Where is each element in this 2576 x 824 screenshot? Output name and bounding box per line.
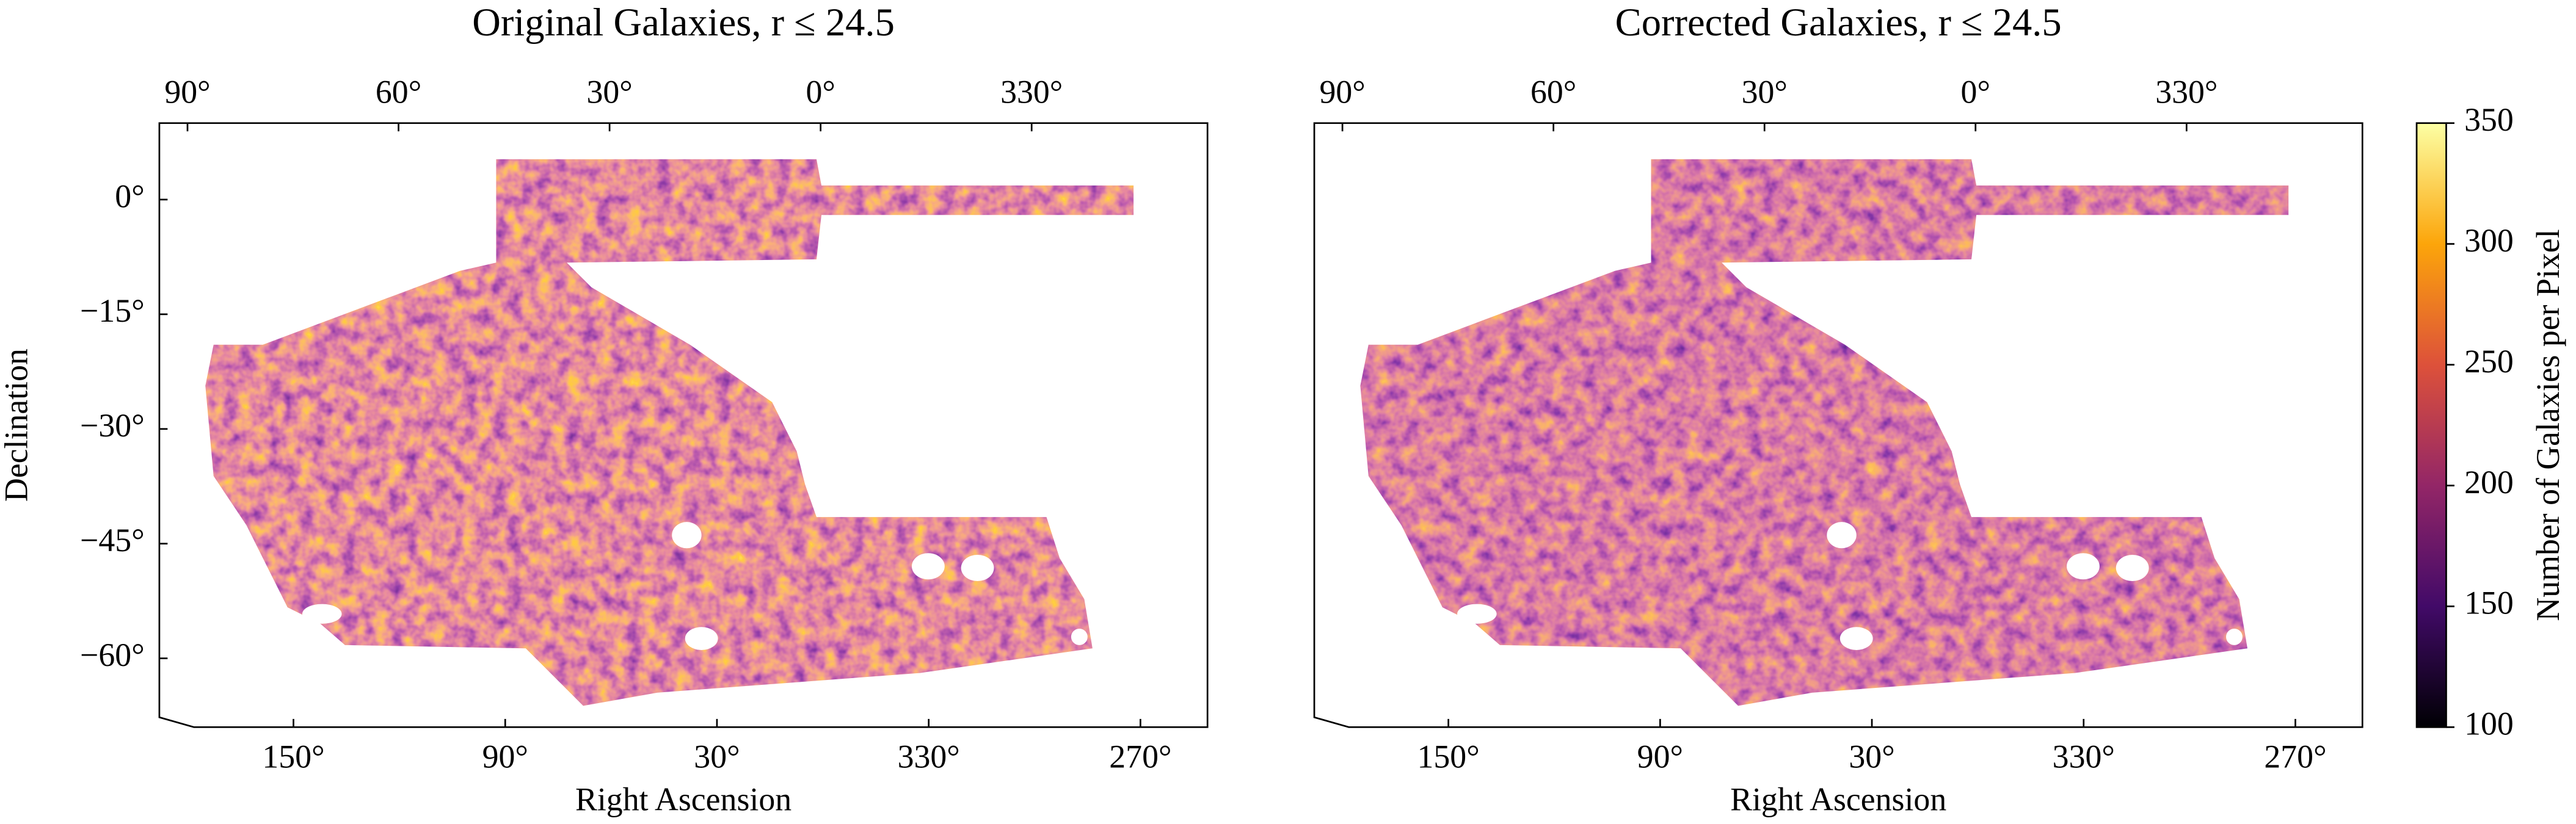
x2-tick-label: 30° [1742,73,1788,110]
x-tick-label: 90° [482,738,528,775]
y-axis-label: Declination [0,349,35,502]
colorbar-tick-label: 200 [2464,464,2514,501]
x-tick-label: 330° [2053,738,2115,775]
y-tick-label: −15° [80,292,145,329]
x2-tick-label: 90° [164,73,210,110]
x2-tick-label: 60° [1530,73,1576,110]
x-axis-label: Right Ascension [1730,781,1946,817]
x2-tick-label: 90° [1319,73,1365,110]
x-tick-label: 30° [694,738,740,775]
x2-tick-label: 330° [1000,73,1063,110]
x-tick-label: 30° [1849,738,1894,775]
colorbar-tick-label: 250 [2464,343,2514,380]
colorbar [2415,122,2447,728]
colorbar-tick-label: 350 [2464,101,2514,138]
panel-title: Corrected Galaxies, r ≤ 24.5 [1615,0,2062,44]
colorbar-tick-label: 150 [2464,585,2514,621]
x2-tick-label: 60° [376,73,421,110]
y-tick-label: −45° [80,522,145,558]
colorbar-tick-label: 100 [2464,706,2514,742]
x2-tick-label: 30° [586,73,632,110]
y-tick-label: −60° [80,637,145,673]
x-tick-label: 150° [262,738,324,775]
x-tick-label: 90° [1637,738,1683,775]
panel-right [1313,122,2363,728]
x-tick-label: 150° [1417,738,1480,775]
colorbar-tick-label: 300 [2464,222,2514,259]
y-tick-label: 0° [115,178,144,214]
x2-tick-label: 330° [2155,73,2218,110]
panel-title: Original Galaxies, r ≤ 24.5 [472,0,895,44]
footprint-map [205,159,1134,706]
x-tick-label: 270° [2264,738,2326,775]
x2-tick-label: 0° [1961,73,1990,110]
plot-frame [1313,122,2363,728]
x-tick-label: 330° [898,738,960,775]
footprint-map [1360,159,2289,706]
x2-tick-label: 0° [806,73,835,110]
y-tick-label: −30° [80,407,145,444]
plot-frame [158,122,1209,728]
x-tick-label: 270° [1109,738,1171,775]
panel-left [158,122,1209,728]
colorbar-label: Number of Galaxies per Pixel [2530,229,2566,621]
x-axis-label: Right Ascension [575,781,791,817]
